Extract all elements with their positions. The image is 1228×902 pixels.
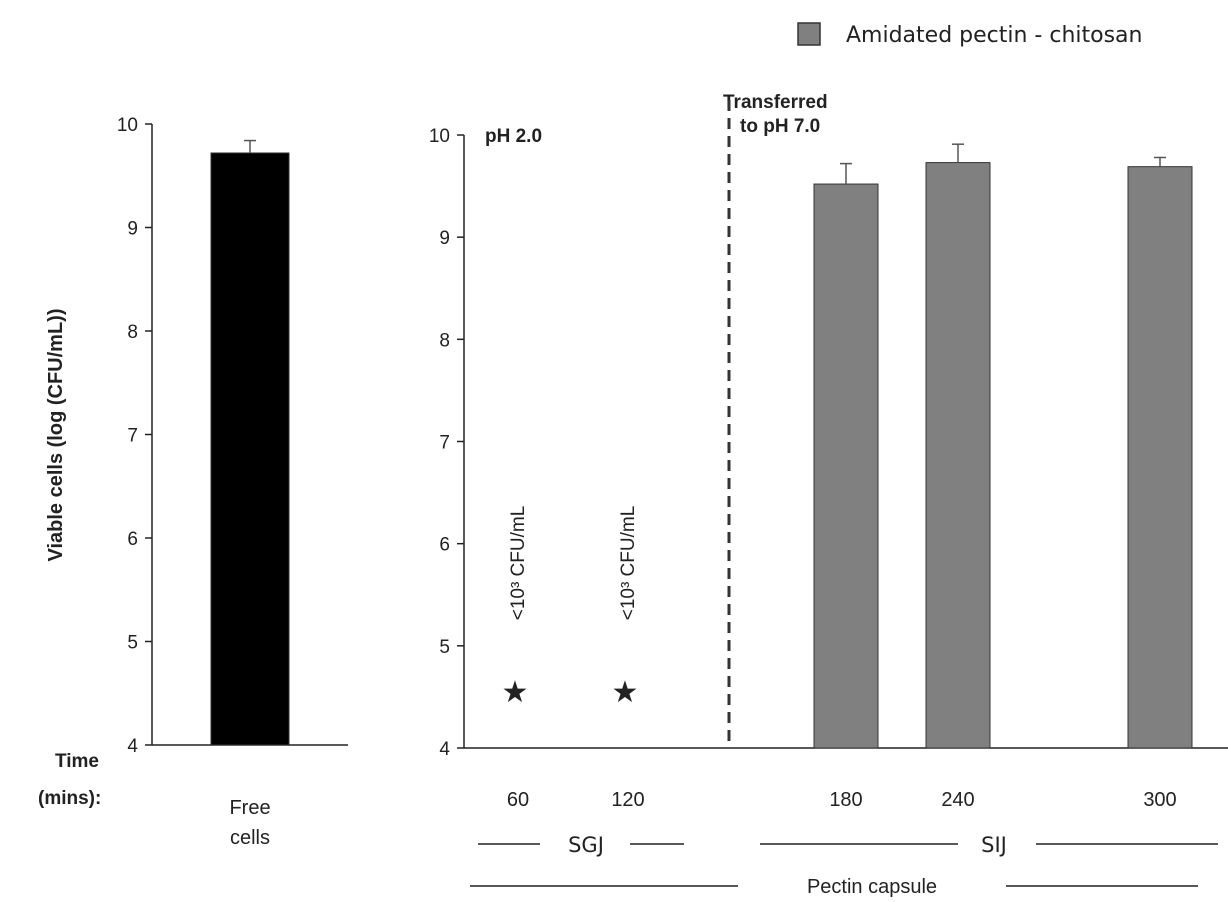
right-chart-axes: 4 5 6 7 8 9 10	[429, 126, 1228, 760]
bar-180	[813, 183, 879, 749]
left-y-tick-label: 8	[127, 322, 138, 343]
bar-300	[1127, 166, 1193, 749]
left-y-tick-label: 6	[127, 529, 138, 550]
left-y-tick-label: 9	[127, 219, 138, 240]
transfer-annotation-line2: to pH 7.0	[740, 116, 820, 137]
left-chart-axes: 4 5 6 7 8 9 10	[117, 115, 348, 757]
capsule-group: Pectin capsule	[470, 876, 1198, 898]
legend-label: Amidated pectin - chitosan	[846, 23, 1142, 48]
left-x-tick-label: cells	[230, 827, 270, 849]
right-x-tick-label: 120	[611, 789, 644, 811]
sij-label: SIJ	[981, 833, 1007, 857]
sgj-label: SGJ	[568, 833, 604, 857]
free-cells-bar	[210, 152, 290, 746]
right-x-tick-label: 180	[829, 789, 862, 811]
capsule-label: Pectin capsule	[807, 876, 937, 898]
below-detection-markers: ★ <10³ CFU/mL ★ <10³ CFU/mL	[502, 506, 639, 710]
right-x-tick-label: 300	[1143, 789, 1176, 811]
right-y-tick-label: 8	[439, 330, 450, 351]
left-chart-bars: Free cells	[210, 139, 290, 849]
right-y-tick-label: 6	[439, 535, 450, 556]
below-detection-star: ★	[502, 675, 529, 710]
below-detection-label: <10³ CFU/mL	[618, 506, 639, 621]
left-y-tick-label: 4	[127, 736, 138, 757]
left-y-tick-label: 10	[117, 115, 138, 136]
legend-swatch	[797, 22, 821, 46]
right-chart-bars: 60 120 180 240 300	[507, 143, 1193, 811]
transfer-annotation-line1: Transferred	[723, 92, 828, 113]
sgj-group: SGJ	[478, 833, 684, 857]
left-y-tick-label: 5	[127, 633, 138, 654]
right-y-tick-label: 5	[439, 637, 450, 658]
right-x-tick-label: 240	[941, 789, 974, 811]
bar-240	[925, 162, 991, 749]
right-y-tick-label: 4	[439, 739, 450, 760]
right-y-tick-label: 9	[439, 228, 450, 249]
time-caption-line1: Time	[55, 751, 99, 772]
ph-start-annotation: pH 2.0	[485, 126, 542, 147]
right-y-tick-label: 7	[439, 433, 450, 454]
left-x-tick-label: Free	[229, 797, 270, 819]
right-y-tick-label: 10	[429, 126, 450, 147]
legend: Amidated pectin - chitosan	[797, 22, 1142, 48]
y-axis-label: Viable cells (log (CFU/mL))	[45, 309, 67, 562]
time-caption-line2: (mins):	[38, 788, 101, 809]
left-y-tick-label: 7	[127, 426, 138, 447]
sij-group: SIJ	[760, 833, 1218, 857]
below-detection-label: <10³ CFU/mL	[508, 506, 529, 621]
below-detection-star: ★	[612, 675, 639, 710]
right-x-tick-label: 60	[507, 789, 529, 811]
